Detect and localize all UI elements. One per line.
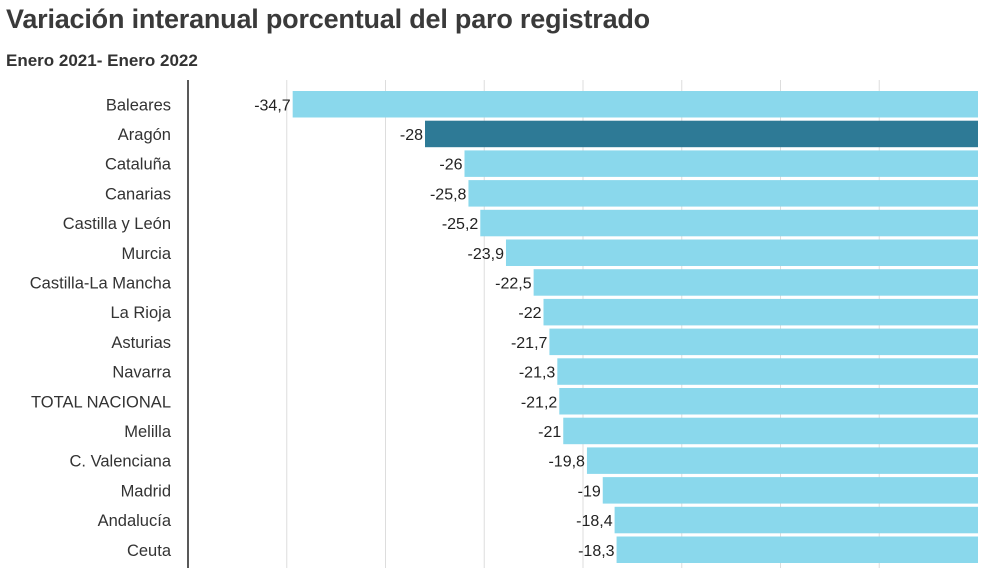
- value-label: -19,8: [548, 454, 585, 471]
- value-label: -21: [538, 424, 561, 441]
- bar: [563, 417, 978, 445]
- chart-subtitle: Enero 2021- Enero 2022: [6, 51, 198, 70]
- value-label: -19: [578, 483, 601, 500]
- category-label: C. Valenciana: [69, 453, 171, 471]
- value-label: -25,8: [430, 186, 467, 203]
- value-label: -21,7: [511, 335, 548, 352]
- category-label: Castilla-La Mancha: [30, 274, 172, 292]
- chart-title: Variación interanual porcentual del paro…: [6, 4, 650, 34]
- category-label: Baleares: [106, 96, 171, 114]
- bar: [464, 150, 978, 177]
- value-label: -22,5: [495, 275, 532, 292]
- category-label: Cataluña: [105, 156, 172, 174]
- bar: [614, 506, 978, 534]
- value-label: -21,3: [519, 365, 556, 382]
- category-label: Navarra: [112, 364, 172, 382]
- bar: [559, 388, 978, 415]
- value-label: -25,2: [442, 216, 479, 233]
- value-label: -34,7: [254, 97, 291, 114]
- bar: [533, 269, 978, 296]
- bar: [292, 91, 978, 118]
- category-label: Ceuta: [127, 542, 172, 560]
- value-label: -23,9: [468, 246, 505, 263]
- category-label: Andalucía: [98, 512, 172, 530]
- bar: [586, 447, 978, 474]
- category-label: Asturias: [111, 334, 171, 352]
- value-label: -21,2: [521, 394, 558, 411]
- category-label: Murcia: [121, 245, 171, 263]
- bar: [505, 239, 978, 266]
- bar: [557, 358, 978, 385]
- value-label: -26: [439, 157, 462, 174]
- bar: [616, 536, 978, 563]
- bar: [468, 180, 978, 207]
- value-label: -18,3: [578, 543, 615, 560]
- bar: [425, 120, 978, 148]
- bar: [549, 328, 978, 356]
- category-label: Canarias: [105, 185, 171, 203]
- category-label: Madrid: [121, 482, 171, 500]
- bar: [543, 298, 978, 326]
- bar: [602, 477, 978, 504]
- bar: [480, 209, 978, 237]
- value-label: -28: [400, 127, 423, 144]
- category-label: La Rioja: [110, 304, 171, 322]
- value-label: -18,4: [576, 513, 613, 530]
- category-label: TOTAL NACIONAL: [31, 393, 171, 411]
- category-label: Castilla y León: [63, 215, 171, 233]
- value-label: -22: [518, 305, 541, 322]
- category-label: Aragón: [118, 126, 171, 144]
- category-label: Melilla: [124, 423, 172, 441]
